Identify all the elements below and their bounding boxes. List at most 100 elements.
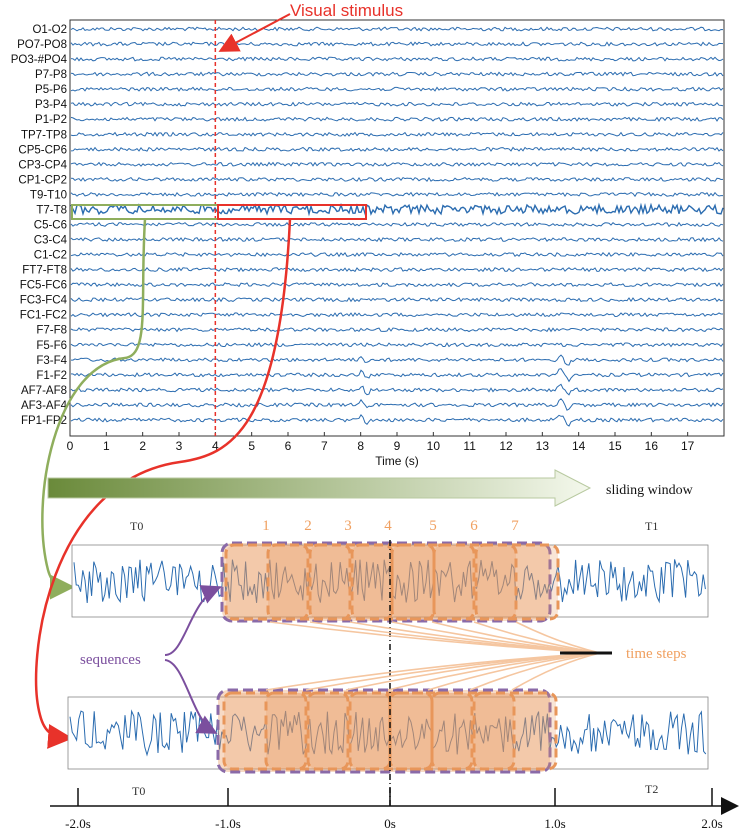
eeg-channel-label: FC3-FC4 <box>20 295 68 307</box>
time-steps-label: time steps <box>626 646 687 662</box>
eeg-channel-label: FP1-FP2 <box>21 415 67 427</box>
fan-line-bottom <box>511 652 601 691</box>
eeg-channel-label: PO3-#PO4 <box>11 54 68 66</box>
eeg-channel-trace <box>70 41 724 47</box>
step-number: 4 <box>384 518 392 534</box>
eeg-channel-trace <box>70 101 724 107</box>
segment-bottom-trace <box>69 709 707 757</box>
eeg-x-tick-label: 17 <box>681 439 695 453</box>
time-steps-fan <box>265 621 601 691</box>
red-window-box <box>217 204 367 220</box>
eeg-channel-label: AF3-AF4 <box>21 400 68 412</box>
sequence-bottom-box <box>216 688 552 774</box>
timeline-t0-label: T0 <box>132 784 145 798</box>
eeg-x-tick-label: 12 <box>499 439 513 453</box>
timeline-tick-label: 1.0s <box>544 816 565 831</box>
eeg-x-tick-label: 16 <box>645 439 659 453</box>
fan-line-top <box>515 621 601 654</box>
eeg-channel-trace <box>70 342 724 348</box>
eeg-x-tick-label: 11 <box>463 439 476 453</box>
segment-top-t1-label: T1 <box>645 519 658 533</box>
segment-top-t0-label: T0 <box>130 519 143 533</box>
eeg-channel-label: FC1-FC2 <box>20 310 67 322</box>
eeg-channel-trace <box>70 236 724 243</box>
eeg-channel-trace <box>70 414 724 427</box>
eeg-channel-trace <box>70 202 724 217</box>
eeg-channel-trace <box>70 71 724 77</box>
timeline-ticks: -2.0s -1.0s 0s 1.0s 2.0s <box>65 788 723 831</box>
eeg-x-tick-label: 9 <box>394 439 401 453</box>
segment-bottom-frame <box>67 696 709 770</box>
sliding-window-arrow <box>47 469 592 507</box>
sequence-top-box <box>220 541 552 623</box>
eeg-x-tick-label: 3 <box>176 439 183 453</box>
eeg-x-tick-label: 5 <box>248 439 255 453</box>
eeg-panel: O1-O2 PO7-PO8 PO3-#PO4 P7-P8 P5-P6 P3-P4 P1-P2… <box>11 1 725 468</box>
eeg-channel-label: C3-C4 <box>34 235 68 247</box>
eeg-channel-label: CP5-CP6 <box>18 144 67 156</box>
eeg-channel-label: F1-F2 <box>36 370 67 382</box>
eeg-channel-trace <box>70 327 724 333</box>
eeg-x-tick-label: 0 <box>67 439 74 453</box>
sequences-arrow-bottom <box>164 659 218 734</box>
fan-line-top <box>431 621 601 654</box>
eeg-x-tick-label: 15 <box>608 439 622 453</box>
stimulus-label: Visual stimulus <box>290 1 403 20</box>
segment-top-trace <box>73 559 706 604</box>
eeg-x-tick-label: 2 <box>139 439 146 453</box>
sequence-bottom <box>216 688 552 774</box>
eeg-channel-label: AF7-AF8 <box>21 385 67 397</box>
eeg-channel-trace <box>70 251 724 258</box>
eeg-channel-label: F3-F4 <box>36 355 67 367</box>
eeg-channel-label: F5-F6 <box>36 340 67 352</box>
sequences-arrow-top <box>164 585 222 656</box>
eeg-channel-label: CP3-CP4 <box>18 159 67 171</box>
eeg-channel-trace <box>71 354 724 366</box>
eeg-channel-trace <box>70 398 724 411</box>
eeg-x-tick-label: 6 <box>285 439 292 453</box>
eeg-channel-trace <box>70 191 723 198</box>
fan-line-top <box>473 621 601 654</box>
eeg-x-tick-label: 4 <box>212 439 219 453</box>
sliding-window-label: sliding window <box>606 483 694 498</box>
eeg-channel-trace <box>70 297 724 303</box>
eeg-traces <box>70 26 724 427</box>
eeg-channel-label: O1-O2 <box>32 24 67 36</box>
green-connector <box>41 218 147 600</box>
eeg-x-tick-label: 14 <box>572 439 586 453</box>
eeg-channel-trace <box>70 176 724 183</box>
time-step-box <box>472 691 558 771</box>
step-number: 1 <box>262 518 270 534</box>
timeline-tick-label: 0s <box>384 816 396 831</box>
eeg-channel-label: P3-P4 <box>35 99 68 111</box>
eeg-x-tick-label: 7 <box>321 439 328 453</box>
eeg-channel-label: T9-T10 <box>30 189 67 201</box>
eeg-channel-labels: O1-O2 PO7-PO8 PO3-#PO4 P7-P8 P5-P6 P3-P4 P1-P2… <box>11 24 68 427</box>
eeg-channel-trace <box>70 26 724 32</box>
eeg-channel-trace <box>70 131 724 137</box>
sequence-top <box>220 541 552 623</box>
fan-line-bottom <box>469 652 601 691</box>
stimulus-arrow <box>218 13 291 52</box>
segment-signal-line <box>73 559 706 604</box>
step-numbers: 1 2 3 4 5 6 7 <box>262 518 519 534</box>
step-number: 7 <box>511 518 519 534</box>
timeline-t2-label: T2 <box>645 782 658 796</box>
eeg-channel-label: F7-F8 <box>36 325 67 337</box>
eeg-x-tick-label: 8 <box>357 439 364 453</box>
eeg-channel-trace <box>70 383 724 396</box>
eeg-channel-label: C5-C6 <box>34 219 67 231</box>
eeg-channel-trace <box>70 86 724 92</box>
eeg-channel-trace <box>70 312 723 318</box>
eeg-channel-label: P1-P2 <box>35 114 67 126</box>
eeg-channel-label: P5-P6 <box>35 84 67 96</box>
eeg-channel-label: PO7-PO8 <box>17 39 67 51</box>
eeg-channel-trace <box>70 146 724 152</box>
eeg-channel-trace <box>70 282 724 288</box>
eeg-channel-trace <box>70 221 724 228</box>
eeg-plot-frame <box>69 19 725 437</box>
eeg-x-axis: 0 1 2 3 4 5 6 7 8 9 10 11 12 13 14 15 16 17 <box>67 432 695 453</box>
step-number: 5 <box>429 518 437 534</box>
eeg-channel-trace <box>70 161 724 167</box>
